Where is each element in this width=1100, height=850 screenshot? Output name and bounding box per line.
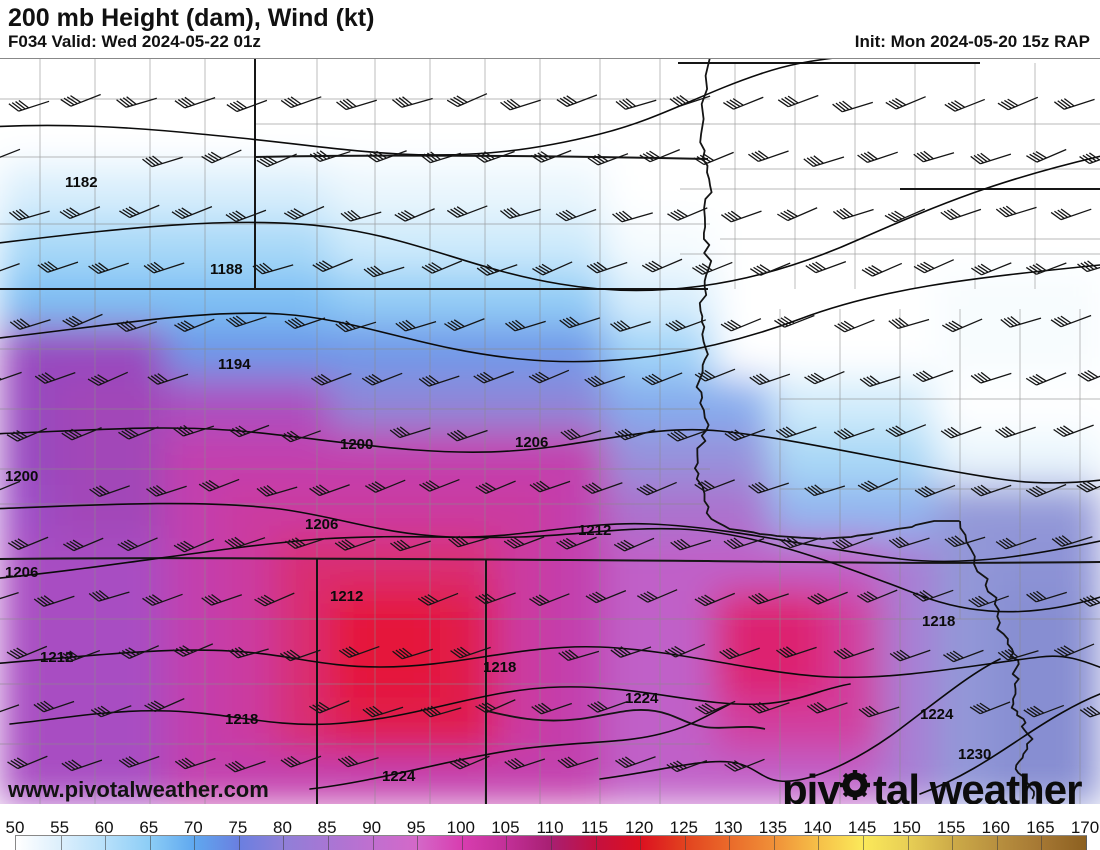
svg-text:1218: 1218 <box>225 711 258 728</box>
svg-text:1218: 1218 <box>922 613 955 630</box>
svg-text:1224: 1224 <box>625 690 659 707</box>
svg-text:1200: 1200 <box>5 468 38 485</box>
svg-text:1182: 1182 <box>65 174 98 191</box>
svg-text:1206: 1206 <box>305 516 338 533</box>
svg-text:1230: 1230 <box>958 746 991 763</box>
svg-text:1212: 1212 <box>578 522 611 539</box>
svg-text:1212: 1212 <box>330 588 363 605</box>
svg-text:www.pivotalweather.com: www.pivotalweather.com <box>7 777 269 802</box>
svg-text:1188: 1188 <box>210 261 243 278</box>
svg-text:1218: 1218 <box>483 659 516 676</box>
svg-text:tal weather: tal weather <box>873 766 1082 804</box>
svg-text:piv: piv <box>782 766 841 804</box>
svg-text:1206: 1206 <box>515 434 548 451</box>
svg-text:1206: 1206 <box>5 564 38 581</box>
svg-text:1224: 1224 <box>382 768 416 785</box>
svg-text:1200: 1200 <box>340 436 373 453</box>
svg-text:1194: 1194 <box>218 356 251 373</box>
svg-text:1224: 1224 <box>920 706 954 723</box>
